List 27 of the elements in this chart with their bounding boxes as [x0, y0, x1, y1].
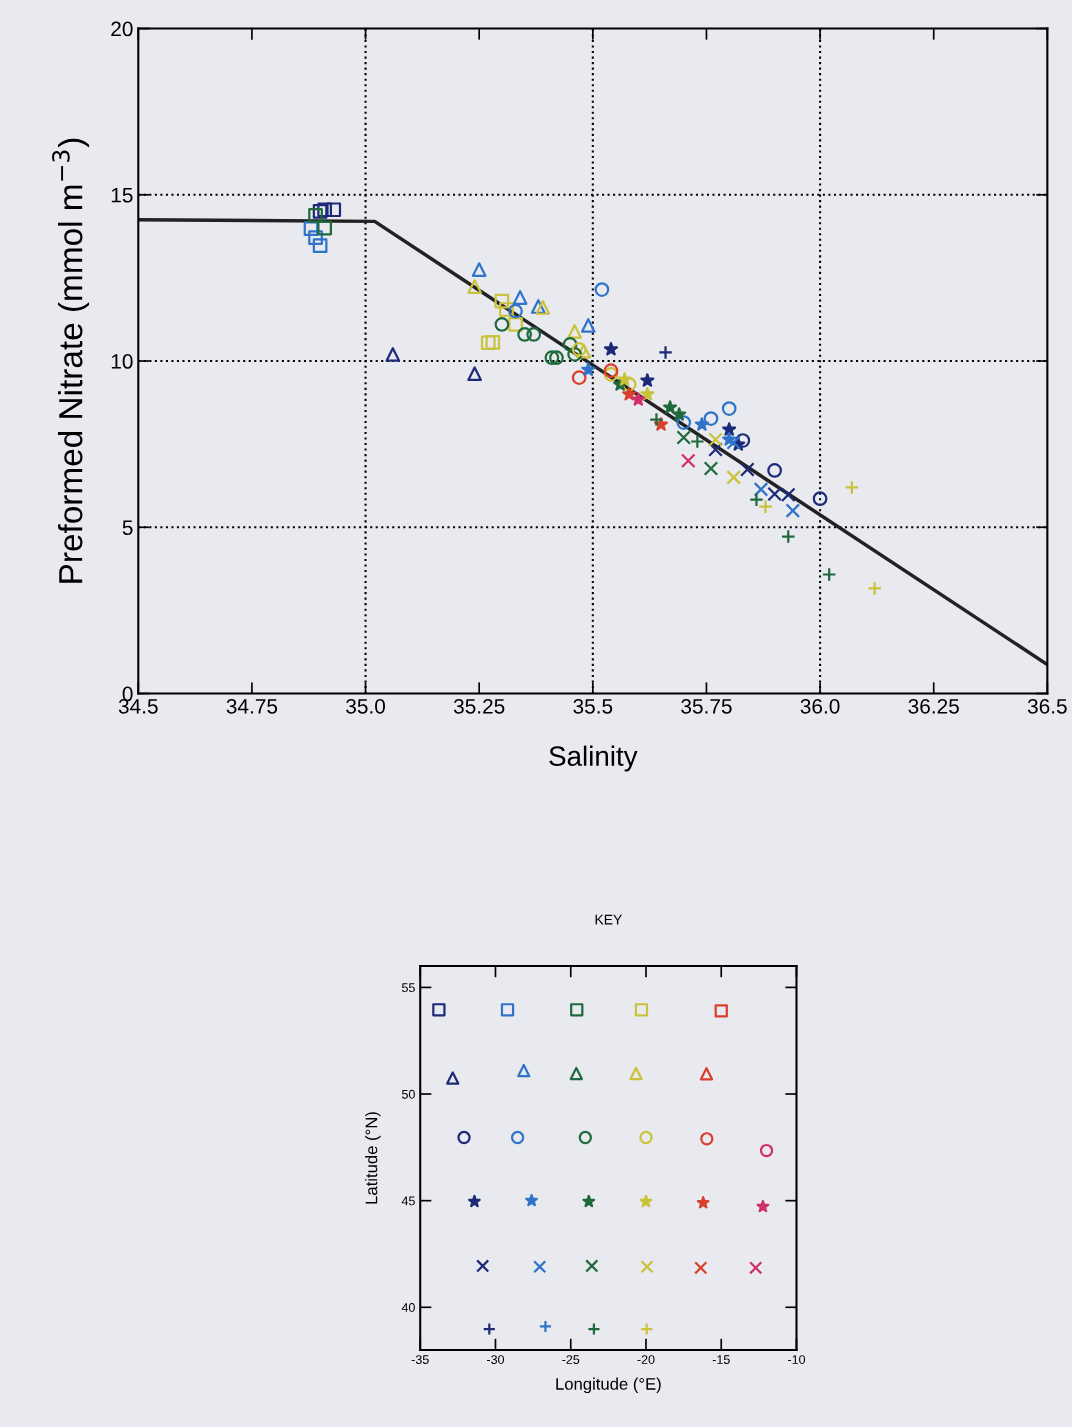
y-axis-title: Preformed Nitrate (mmol m$^{−3}$)	[52, 138, 90, 583]
y-tick-label: 55	[401, 983, 415, 993]
x-tick-label: 35.5	[573, 698, 613, 714]
x-axis-title: Salinity	[549, 745, 638, 772]
x-tick-label: 36.25	[908, 698, 959, 714]
y-tick-label: 20	[111, 21, 133, 37]
x-tick-label: 36.5	[1027, 698, 1067, 714]
y-tick-label: 15	[111, 188, 133, 203]
x-tick-label: -25	[562, 1355, 580, 1364]
y-tick-label: 45	[401, 1196, 415, 1206]
x-tick-label: -20	[637, 1355, 655, 1364]
y-tick-label: 5	[122, 520, 133, 536]
x-tick-label: 36.0	[800, 698, 840, 714]
x-axis-title: Longitude (°E)	[556, 1377, 661, 1394]
y-axis-title: Latitude (°N)	[365, 1112, 381, 1204]
x-tick-label: -35	[411, 1355, 429, 1364]
y-tick-label: 40	[401, 1303, 415, 1312]
x-tick-label: -10	[788, 1355, 806, 1364]
x-tick-label: 34.75	[226, 698, 278, 714]
x-tick-label: 35.75	[681, 698, 732, 714]
x-tick-label: 35.0	[346, 698, 386, 714]
y-tick-label: 10	[111, 354, 133, 369]
chart-title: KEY	[595, 914, 622, 925]
x-tick-label: -30	[487, 1355, 505, 1364]
y-tick-label: 50	[401, 1089, 415, 1099]
x-tick-label: 35.25	[453, 698, 505, 714]
x-tick-label: -15	[712, 1355, 730, 1364]
